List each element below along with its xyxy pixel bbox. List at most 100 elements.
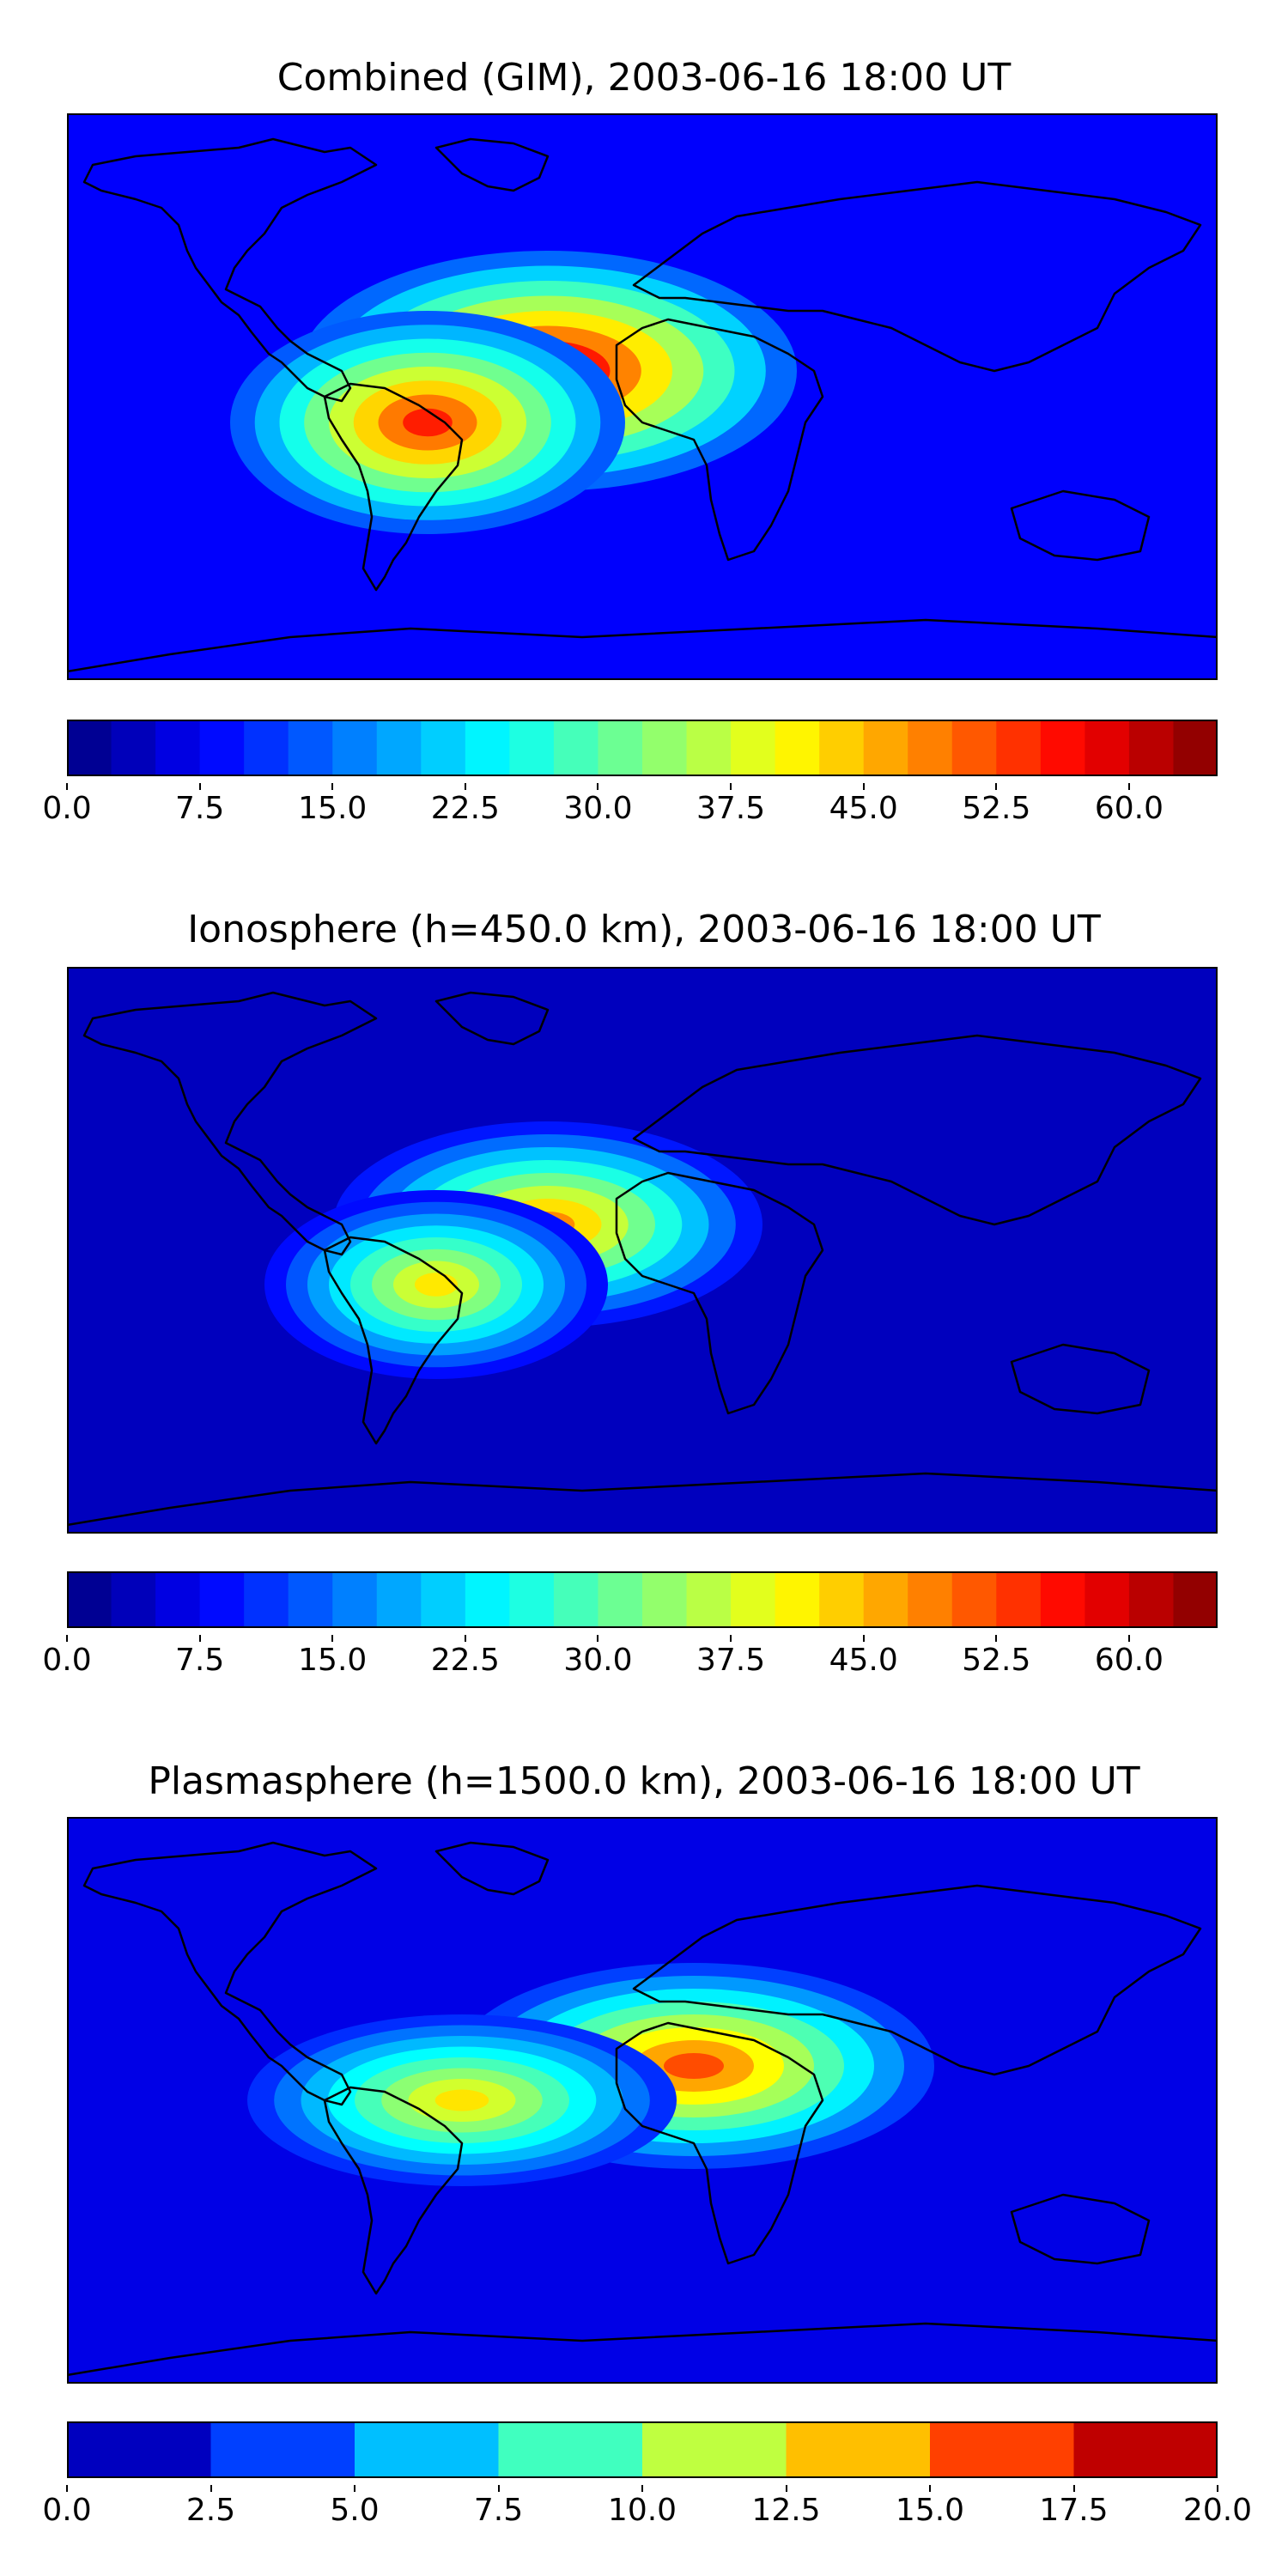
colorbar-segment bbox=[642, 720, 688, 776]
colorbar-tick-label: 30.0 bbox=[563, 1643, 633, 1678]
colorbar-segment bbox=[775, 1571, 820, 1628]
colorbar-tick-mark bbox=[464, 1635, 466, 1642]
colorbar-tick-mark bbox=[1217, 2485, 1218, 2492]
colorbar-segment bbox=[67, 1571, 112, 1628]
colorbar-tick-label: 7.5 bbox=[473, 2493, 524, 2528]
colorbar-segment bbox=[786, 2421, 931, 2478]
colorbar-ticks: 0.0 7.5 15.0 22.5 30.0 37.5 45.0 52.5 60.0 bbox=[42, 783, 1218, 833]
colorbar-tick-label: 12.5 bbox=[751, 2493, 821, 2528]
coastline bbox=[434, 991, 550, 1046]
colorbar-tick-label: 22.5 bbox=[430, 791, 500, 826]
colorbar-segment bbox=[509, 720, 555, 776]
colorbar-tick-label: 52.5 bbox=[962, 791, 1031, 826]
colorbar-tick-label: 60.0 bbox=[1094, 1643, 1163, 1678]
colorbar-segment bbox=[908, 720, 953, 776]
coastline bbox=[67, 1472, 1218, 1527]
colorbar-tick-mark bbox=[597, 783, 599, 790]
coastline bbox=[632, 1884, 1202, 2076]
colorbar-segment bbox=[67, 2421, 212, 2478]
tec-map-plasmasphere bbox=[67, 1817, 1218, 2384]
colorbar-tick-mark bbox=[210, 2485, 212, 2492]
colorbar-segment bbox=[553, 720, 599, 776]
colorbar-tick-mark bbox=[1127, 783, 1130, 790]
map-frame bbox=[67, 967, 1218, 1534]
coastline bbox=[323, 1236, 464, 1445]
colorbar-tick-label: 0.0 bbox=[42, 2493, 92, 2528]
colorbar-segment bbox=[210, 2421, 355, 2478]
colorbar-segment bbox=[421, 720, 466, 776]
colorbar-segment bbox=[155, 1571, 201, 1628]
colorbar-tick-label: 0.0 bbox=[42, 1643, 92, 1678]
colorbar-tick-label: 7.5 bbox=[174, 791, 225, 826]
colorbar-plasmasphere bbox=[67, 2421, 1218, 2478]
colorbar-tick-mark bbox=[1072, 2485, 1075, 2492]
colorbar-segment bbox=[951, 1571, 997, 1628]
colorbar-segment bbox=[1173, 720, 1218, 776]
tec-map-combined bbox=[67, 113, 1218, 680]
colorbar-segment bbox=[996, 720, 1042, 776]
colorbar-tick-label: 17.5 bbox=[1039, 2493, 1109, 2528]
colorbar-frame bbox=[67, 1571, 1218, 1628]
tec-contour bbox=[415, 1273, 458, 1297]
coastline bbox=[434, 137, 550, 192]
coastline bbox=[615, 1171, 824, 1415]
colorbar-segment bbox=[111, 720, 156, 776]
colorbar-tick-label: 60.0 bbox=[1094, 791, 1163, 826]
coastline bbox=[1010, 2193, 1151, 2265]
colorbar-segment bbox=[775, 720, 820, 776]
colorbar-segment bbox=[376, 720, 422, 776]
colorbar-tick-mark bbox=[198, 1635, 201, 1642]
coastline bbox=[323, 382, 464, 592]
coastline bbox=[323, 2086, 464, 2295]
map-frame bbox=[67, 1817, 1218, 2384]
colorbar-segment bbox=[1073, 2421, 1218, 2478]
colorbar-segment bbox=[509, 1571, 555, 1628]
tec-contour bbox=[403, 408, 453, 437]
colorbar-segment bbox=[731, 1571, 776, 1628]
colorbar-ticks: 0.0 2.5 5.0 7.5 10.0 12.5 15.0 17.5 20.0 bbox=[42, 2485, 1252, 2535]
colorbar-segment bbox=[1173, 1571, 1218, 1628]
coastline bbox=[67, 2322, 1218, 2377]
coastline bbox=[615, 318, 824, 562]
colorbar-tick-mark bbox=[464, 783, 466, 790]
colorbar-tick-label: 45.0 bbox=[829, 791, 898, 826]
colorbar-segment bbox=[996, 1571, 1042, 1628]
colorbar-tick-mark bbox=[66, 2485, 68, 2492]
colorbar-ticks: 0.0 7.5 15.0 22.5 30.0 37.5 45.0 52.5 60.0 bbox=[42, 1635, 1218, 1685]
colorbar-segment bbox=[1084, 1571, 1130, 1628]
colorbar-tick-label: 15.0 bbox=[298, 1643, 368, 1678]
colorbar-tick-mark bbox=[730, 783, 732, 790]
colorbar-segment bbox=[498, 2421, 643, 2478]
colorbar-segment bbox=[951, 720, 997, 776]
panel-title: Plasmasphere (h=1500.0 km), 2003-06-16 1… bbox=[148, 1759, 1140, 1803]
colorbar-segment bbox=[421, 1571, 466, 1628]
colorbar-segment bbox=[67, 720, 112, 776]
colorbar-segment bbox=[686, 1571, 732, 1628]
colorbar-tick-label: 20.0 bbox=[1182, 2493, 1253, 2528]
colorbar-frame bbox=[67, 2421, 1218, 2478]
colorbar-tick-label: 52.5 bbox=[962, 1643, 1031, 1678]
colorbar-tick-mark bbox=[497, 2485, 500, 2492]
coastline bbox=[1010, 489, 1151, 562]
colorbar-segment bbox=[1040, 720, 1085, 776]
colorbar-segment bbox=[1128, 720, 1175, 776]
map-frame bbox=[67, 113, 1218, 680]
colorbar-tick-mark bbox=[198, 783, 201, 790]
colorbar-segment bbox=[111, 1571, 156, 1628]
colorbar-tick-label: 22.5 bbox=[430, 1643, 500, 1678]
colorbar-segment bbox=[355, 2421, 500, 2478]
colorbar-tick-label: 0.0 bbox=[42, 791, 92, 826]
colorbar-tick-label: 37.5 bbox=[696, 1643, 766, 1678]
colorbar-segment bbox=[863, 720, 908, 776]
colorbar-segment bbox=[598, 1571, 643, 1628]
colorbar-tick-label: 45.0 bbox=[829, 1643, 898, 1678]
coastline bbox=[632, 180, 1202, 373]
coastline bbox=[632, 1034, 1202, 1226]
coastline bbox=[1010, 1343, 1151, 1415]
colorbar-tick-label: 7.5 bbox=[174, 1643, 225, 1678]
colorbar-segment bbox=[863, 1571, 908, 1628]
tec-map-ionosphere bbox=[67, 967, 1218, 1534]
colorbar-segment bbox=[199, 720, 245, 776]
colorbar-segment bbox=[465, 1571, 510, 1628]
colorbar-tick-mark bbox=[862, 1635, 865, 1642]
